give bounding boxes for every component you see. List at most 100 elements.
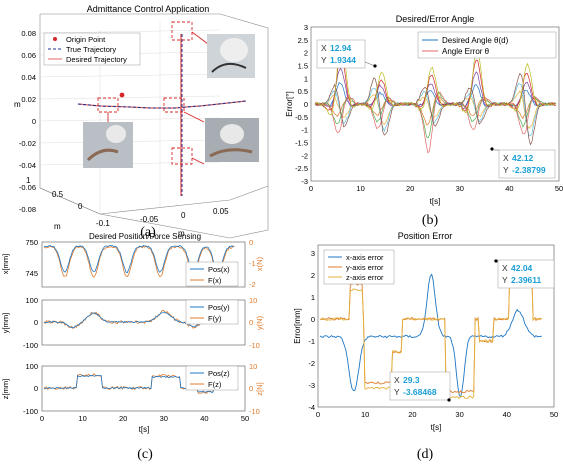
b-xtick: 0 <box>309 184 313 193</box>
tip2-xval: 42.12 <box>512 153 534 163</box>
c-mid-y2tick-m10: -10 <box>249 341 260 350</box>
d-xtick: 20 <box>408 410 416 419</box>
d-ytick: 0 <box>311 315 315 324</box>
c-xtick: 20 <box>119 414 127 423</box>
legend-f-x: F(x) <box>208 276 222 285</box>
c-top-legend: Pos(x) F(x) <box>185 261 239 287</box>
tip1-yval: 1.9344 <box>330 55 356 65</box>
legend-desired-angle: Desired Angle θ(d) <box>442 36 509 45</box>
tip1-xval: 12.94 <box>330 43 352 53</box>
b-ytick: 1 <box>304 74 308 83</box>
b-ytick: -0.5 <box>295 113 308 122</box>
panel-a-zticks: 0.08 0.06 0.04 0.02 0 -0.02 -0.04 -0.06 -0.08 <box>19 29 36 214</box>
a-ytick-1: 1 <box>26 176 31 185</box>
c-mid-y2label: y(N) <box>255 315 264 330</box>
c-top-fx-line <box>43 245 235 279</box>
a-ytick-0: 0 <box>78 202 83 211</box>
trajectory-lines <box>77 34 247 196</box>
panel-b-yticks: 3 2.5 2 1.5 1 0.5 0 -0.5 -1 -1.5 -2 -2.5 -3 <box>295 23 308 186</box>
c-top-ytick-745: 745 <box>25 269 38 278</box>
c-mid-y2tick-0: 0 <box>249 318 253 327</box>
c-bot-ytick-m100: -100 <box>23 407 38 416</box>
panel-d-xlabel: t[s] <box>431 423 442 432</box>
panel-d-caption: (d) <box>417 447 434 462</box>
panel-c-xticks: 0 10 20 30 40 50 <box>40 414 249 423</box>
d-ytick: 1 <box>311 293 315 302</box>
d-ytick: -3 <box>308 381 315 390</box>
d-ytick: -4 <box>308 403 315 412</box>
c-top-posx-line <box>43 244 235 274</box>
panel-b-xlabel: t[s] <box>430 197 441 206</box>
legend-x-axis-error: x-axis error <box>346 253 384 262</box>
a-ztick: 0.06 <box>21 51 36 60</box>
d-tip1-yval: 2.39611 <box>511 275 542 285</box>
panel-c-xlabel: t[s] <box>139 425 150 434</box>
legend-pos-y: Pos(y) <box>208 303 230 312</box>
c-top-y2tick-m2: -2 <box>249 280 256 289</box>
legend-y-axis-error: y-axis error <box>346 263 384 272</box>
panel-a-legend: Origin Point True Trajectory Desired Tra… <box>43 32 141 66</box>
origin-point-marker <box>119 92 125 98</box>
b-series-line <box>314 41 557 116</box>
panel-a-title: Admittance Control Application <box>87 4 210 14</box>
a-ztick: 0.02 <box>21 95 36 104</box>
c-bot-ytick-100: 100 <box>25 362 38 371</box>
panel-d-lines <box>319 266 543 399</box>
c-bot-ylabel: z[mm] <box>1 379 10 399</box>
b-xtick: 50 <box>555 184 563 193</box>
a-xtick-3: 0 <box>181 211 186 220</box>
panel-b-xticks: 0 10 20 30 40 50 <box>309 184 563 193</box>
tip1-ykey: Y <box>321 55 327 65</box>
tip2-xkey: X <box>503 153 509 163</box>
c-top-y2tick-m1: -1 <box>249 259 256 268</box>
a-ztick: 0.08 <box>21 29 36 38</box>
panel-c: Desired Position/Force Sensing x[mm] 750… <box>1 232 264 462</box>
panel-b-tooltip-1: X 12.94 Y 1.9344 <box>316 39 377 69</box>
b-ytick: -2 <box>301 151 308 160</box>
a-ztick: -0.04 <box>19 161 36 170</box>
d-xtick: 30 <box>455 410 463 419</box>
c-xtick: 0 <box>40 414 44 423</box>
c-xtick: 10 <box>78 414 86 423</box>
a-ytick-05: 0.5 <box>52 190 64 199</box>
panel-b-lines <box>314 41 557 154</box>
legend-f-z: F(z) <box>208 380 222 389</box>
panel-d-legend: x-axis error y-axis error z-axis error <box>323 249 395 285</box>
d-ytick: -1 <box>308 337 315 346</box>
b-ytick: -3 <box>301 177 308 186</box>
panel-b-tooltip-2: X 42.12 Y -2.38799 <box>490 147 556 179</box>
d-tip2-xval: 29.3 <box>403 375 420 385</box>
panel-d-title: Position Error <box>398 231 453 241</box>
a-ztick: -0.08 <box>19 205 36 214</box>
photo-inset-1 <box>207 34 255 78</box>
b-ytick: 2 <box>304 49 308 58</box>
c-top-ylabel: x[mm] <box>1 254 10 274</box>
panel-d-tooltip-2: X 29.3 Y -3.68468 <box>389 371 451 402</box>
panel-a-xlabel: m <box>178 229 185 238</box>
b-ytick: 3 <box>304 23 308 32</box>
legend-pos-z: Pos(z) <box>208 369 230 378</box>
legend-pos-x: Pos(x) <box>208 265 230 274</box>
legend-z-axis-error: z-axis error <box>346 273 384 282</box>
legend-angle-error: Angle Error θ <box>442 47 490 56</box>
tip2-yval: -2.38799 <box>512 165 546 175</box>
a-xtick-2: -0.05 <box>140 215 159 224</box>
d-tip1-xkey: X <box>502 263 508 273</box>
panel-d-xticks: 0 10 20 30 40 50 <box>316 410 558 419</box>
b-ytick: 2.5 <box>298 36 308 45</box>
b-ytick: -2.5 <box>295 164 308 173</box>
a-ztick: 0.04 <box>21 73 36 82</box>
b-xtick: 30 <box>456 184 464 193</box>
a-xtick-1: -0.1 <box>96 219 110 228</box>
c-bot-posz-line <box>43 374 235 394</box>
c-bot-y2tick-m10: -10 <box>249 407 260 416</box>
b-series-line <box>314 91 557 154</box>
c-top-ytick-750: 750 <box>25 238 38 247</box>
d-tip1-xval: 42.04 <box>511 263 533 273</box>
c-mid-ylabel: y[mm] <box>1 313 10 333</box>
d-xtick: 10 <box>361 410 369 419</box>
panel-d-yticks: 3 2 1 0 -1 -2 -3 -4 <box>308 249 315 412</box>
box-floor <box>39 187 231 239</box>
